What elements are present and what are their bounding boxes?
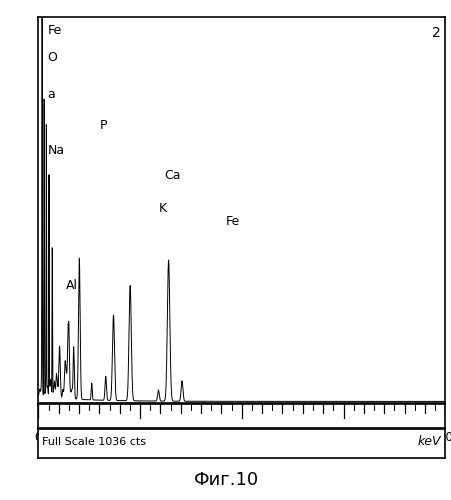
Text: Full Scale 1036 cts: Full Scale 1036 cts [42, 436, 146, 446]
Text: 5: 5 [136, 431, 143, 444]
Text: 0: 0 [35, 431, 42, 444]
Text: Ca: Ca [164, 169, 181, 182]
Text: P: P [99, 119, 107, 132]
Text: a: a [47, 88, 55, 101]
Text: Al: Al [66, 278, 78, 291]
Text: 2: 2 [431, 26, 439, 40]
Text: keV: keV [417, 435, 440, 448]
Text: 20: 20 [437, 431, 451, 444]
Text: Фиг.10: Фиг.10 [193, 471, 258, 489]
Text: O: O [47, 52, 57, 64]
Text: Fe: Fe [47, 24, 61, 38]
Text: 15: 15 [336, 431, 350, 444]
Text: K: K [158, 202, 166, 214]
Text: Fe: Fe [225, 215, 239, 228]
Text: 10: 10 [234, 431, 249, 444]
Text: Na: Na [47, 144, 64, 157]
